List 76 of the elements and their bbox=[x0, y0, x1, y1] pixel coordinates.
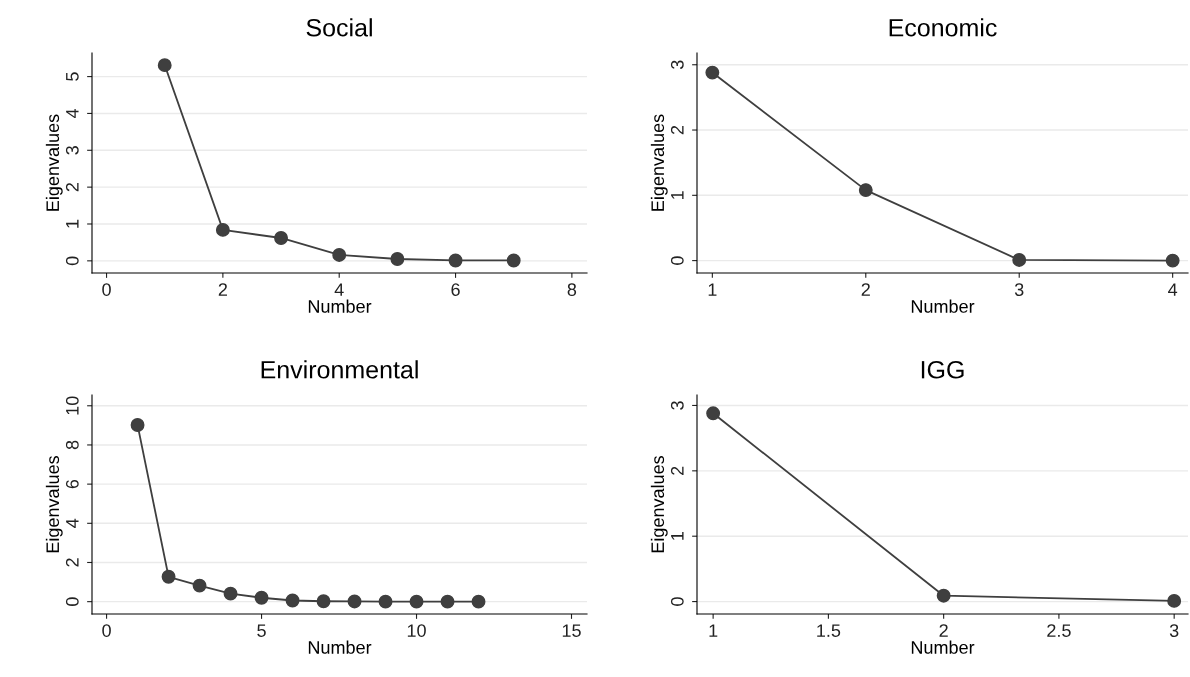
point bbox=[506, 253, 521, 268]
point bbox=[274, 231, 288, 245]
y-tick-label: 1 bbox=[66, 219, 79, 228]
y-tick-label: 2 bbox=[65, 183, 79, 192]
y-tick-label: 0 bbox=[65, 597, 79, 606]
x-tick-label: 1.5 bbox=[817, 624, 841, 637]
y-tick-label: 3 bbox=[670, 401, 684, 410]
y-tick-label: 3 bbox=[65, 146, 79, 155]
y-tick-label: 0 bbox=[670, 597, 684, 606]
y-tick-label: 2 bbox=[65, 558, 79, 567]
x-tick-label: 2 bbox=[218, 283, 227, 296]
point bbox=[378, 594, 393, 609]
x-tick-label: 15 bbox=[562, 624, 581, 637]
chart-title: Environmental bbox=[261, 360, 418, 379]
x-tick-label: 0 bbox=[102, 283, 111, 296]
y-tick-label: 3 bbox=[670, 60, 684, 70]
point bbox=[215, 222, 230, 237]
point bbox=[1167, 593, 1182, 608]
point bbox=[936, 588, 951, 603]
y-tick-label: 0 bbox=[670, 256, 684, 265]
y-tick-label: 0 bbox=[65, 256, 79, 266]
y-tick-label: 4 bbox=[66, 518, 79, 528]
x-axis-title: Number bbox=[911, 640, 975, 654]
point bbox=[130, 418, 145, 432]
x-axis-title: Number bbox=[308, 640, 372, 654]
y-tick-label: 4 bbox=[66, 108, 79, 119]
y-axis-title: Eigenvalues bbox=[650, 114, 668, 211]
y-tick-label: 6 bbox=[65, 479, 79, 489]
x-tick-label: 5 bbox=[257, 624, 266, 637]
point bbox=[858, 183, 873, 198]
point bbox=[1165, 253, 1180, 268]
y-tick-label: 2 bbox=[670, 466, 684, 475]
point bbox=[471, 594, 486, 609]
chart-title: IGG bbox=[921, 360, 964, 379]
point bbox=[161, 569, 176, 584]
x-tick-label: 6 bbox=[451, 283, 460, 296]
chart-title: Economic bbox=[889, 18, 997, 37]
y-tick-label: 2 bbox=[670, 125, 684, 135]
point bbox=[157, 58, 172, 73]
point bbox=[448, 253, 463, 268]
y-axis-title: Eigenvalues bbox=[45, 114, 63, 211]
x-tick-label: 3 bbox=[1014, 283, 1024, 296]
y-tick-label: 10 bbox=[65, 396, 79, 415]
y-axis-title: Eigenvalues bbox=[650, 455, 668, 553]
x-tick-label: 4 bbox=[334, 283, 344, 296]
x-tick-label: 2 bbox=[939, 624, 948, 637]
x-tick-label: 2.5 bbox=[1047, 624, 1071, 637]
x-tick-label: 10 bbox=[407, 624, 426, 637]
point bbox=[390, 252, 405, 266]
x-tick-label: 1 bbox=[709, 624, 718, 637]
x-tick-label: 8 bbox=[567, 283, 577, 296]
x-axis-title: Number bbox=[308, 299, 372, 313]
y-tick-label: 1 bbox=[671, 532, 684, 540]
y-axis-title: Eigenvalues bbox=[45, 455, 63, 553]
y-tick-label: 5 bbox=[66, 72, 79, 81]
x-axis-title: Number bbox=[911, 299, 975, 313]
point bbox=[409, 594, 424, 609]
point bbox=[254, 590, 269, 605]
x-tick-label: 0 bbox=[102, 624, 111, 637]
x-tick-label: 4 bbox=[1168, 283, 1178, 296]
x-tick-label: 2 bbox=[861, 283, 870, 296]
x-tick-label: 1 bbox=[708, 283, 717, 296]
point bbox=[1012, 252, 1027, 267]
point bbox=[706, 406, 721, 421]
point bbox=[192, 578, 207, 593]
point bbox=[223, 586, 238, 601]
y-tick-label: 8 bbox=[65, 440, 79, 450]
point bbox=[705, 65, 720, 80]
y-tick-label: 1 bbox=[671, 191, 684, 199]
point bbox=[316, 594, 331, 609]
x-tick-label: 3 bbox=[1169, 624, 1179, 637]
point bbox=[440, 594, 455, 609]
chart-title: Social bbox=[306, 18, 372, 37]
point bbox=[332, 247, 347, 262]
point bbox=[347, 594, 362, 609]
point bbox=[285, 593, 300, 608]
